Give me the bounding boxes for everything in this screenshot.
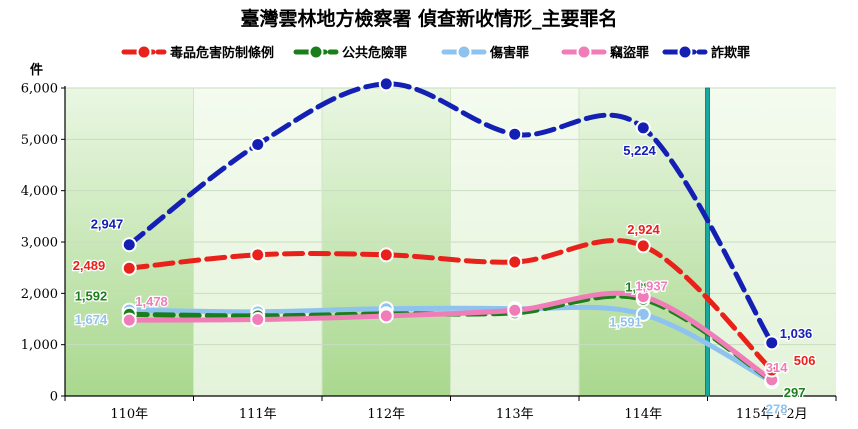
legend-item-injury: 傷害罪 bbox=[441, 44, 529, 61]
data-point bbox=[378, 308, 394, 324]
data-label: 278 bbox=[766, 402, 788, 417]
data-point bbox=[378, 247, 394, 263]
y-tick-label: 1,000 bbox=[21, 338, 58, 353]
y-axis-label: 件 bbox=[30, 62, 43, 78]
data-point bbox=[764, 335, 780, 351]
series-drug bbox=[121, 238, 780, 378]
x-tick-label: 115年1-2月 bbox=[736, 407, 808, 422]
legend-swatch-marker bbox=[136, 44, 152, 60]
y-tick-label: 0 bbox=[50, 390, 58, 405]
legend-item-drug: 毒品危害防制條例 bbox=[121, 44, 274, 61]
data-labels: 2,489 2,924 506 1,592 1,884 297 1,674 1,591 278 1… bbox=[71, 142, 816, 418]
series-line bbox=[126, 81, 775, 346]
data-point bbox=[250, 312, 266, 328]
chart-title: 臺灣雲林地方檢察署 偵查新收情形_主要罪名 bbox=[240, 7, 617, 30]
legend-swatch-marker bbox=[308, 44, 324, 60]
legend-label: 竊盜罪 bbox=[610, 45, 649, 61]
x-tick-label: 111年 bbox=[239, 407, 277, 422]
data-label: 1,674 bbox=[75, 312, 108, 327]
legend-swatch-marker bbox=[456, 44, 472, 60]
legend-item-public-danger: 公共危險罪 bbox=[293, 44, 407, 61]
data-label: 506 bbox=[794, 353, 816, 368]
data-label: 314 bbox=[766, 360, 788, 375]
data-label: 2,489 bbox=[73, 258, 106, 273]
series-fraud bbox=[121, 76, 780, 351]
data-point bbox=[635, 306, 651, 322]
series-line bbox=[126, 238, 775, 373]
y-tick-label: 6,000 bbox=[21, 82, 58, 97]
series-line bbox=[126, 290, 775, 383]
data-point bbox=[507, 126, 523, 142]
series-layer bbox=[121, 76, 780, 390]
x-tick-label: 113年 bbox=[496, 407, 534, 422]
legend-label: 傷害罪 bbox=[489, 45, 529, 61]
data-point bbox=[121, 260, 137, 276]
legend-item-fraud: 詐欺罪 bbox=[662, 44, 750, 61]
series-theft bbox=[121, 289, 780, 388]
y-tick-label: 5,000 bbox=[21, 133, 58, 148]
data-point bbox=[635, 238, 651, 254]
legend: 毒品危害防制條例 公共危險罪 傷害罪 竊盜罪 詐欺罪 bbox=[121, 44, 750, 61]
data-label: 1,591 bbox=[609, 314, 642, 329]
data-point bbox=[378, 76, 394, 92]
data-label: 2,947 bbox=[91, 217, 124, 232]
legend-label: 毒品危害防制條例 bbox=[170, 45, 274, 61]
data-label: 1,592 bbox=[75, 288, 108, 303]
data-label: 2,924 bbox=[627, 222, 660, 237]
data-label: 1,884 bbox=[625, 279, 658, 294]
data-label: 1,036 bbox=[780, 326, 813, 341]
legend-item-theft: 竊盜罪 bbox=[561, 44, 649, 61]
data-point bbox=[507, 254, 523, 270]
axes: 0 1,000 2,000 3,000 4,000 5,000 6,000 110年 111年 1… bbox=[21, 82, 837, 422]
y-tick-label: 3,000 bbox=[21, 236, 58, 251]
data-point bbox=[121, 312, 137, 328]
data-label: 1,478 bbox=[135, 294, 168, 309]
data-point bbox=[250, 247, 266, 263]
x-tick-label: 110年 bbox=[110, 407, 148, 422]
series-line bbox=[126, 304, 775, 385]
data-label: 1,937 bbox=[635, 279, 668, 294]
y-tick-label: 4,000 bbox=[21, 184, 58, 199]
data-point bbox=[635, 289, 651, 305]
period-separator bbox=[705, 87, 710, 397]
data-point bbox=[250, 136, 266, 152]
x-tick-label: 112年 bbox=[367, 407, 405, 422]
data-point bbox=[764, 362, 780, 378]
legend-label: 詐欺罪 bbox=[711, 45, 750, 61]
data-label: 297 bbox=[784, 385, 806, 400]
data-point bbox=[121, 237, 137, 253]
legend-label: 公共危險罪 bbox=[342, 45, 407, 61]
x-tick-label: 114年 bbox=[624, 407, 662, 422]
data-label: 5,224 bbox=[623, 143, 656, 158]
data-point bbox=[635, 120, 651, 136]
y-tick-label: 2,000 bbox=[21, 287, 58, 302]
legend-swatch-marker bbox=[677, 44, 693, 60]
legend-swatch-marker bbox=[576, 44, 592, 60]
data-point bbox=[507, 302, 523, 318]
